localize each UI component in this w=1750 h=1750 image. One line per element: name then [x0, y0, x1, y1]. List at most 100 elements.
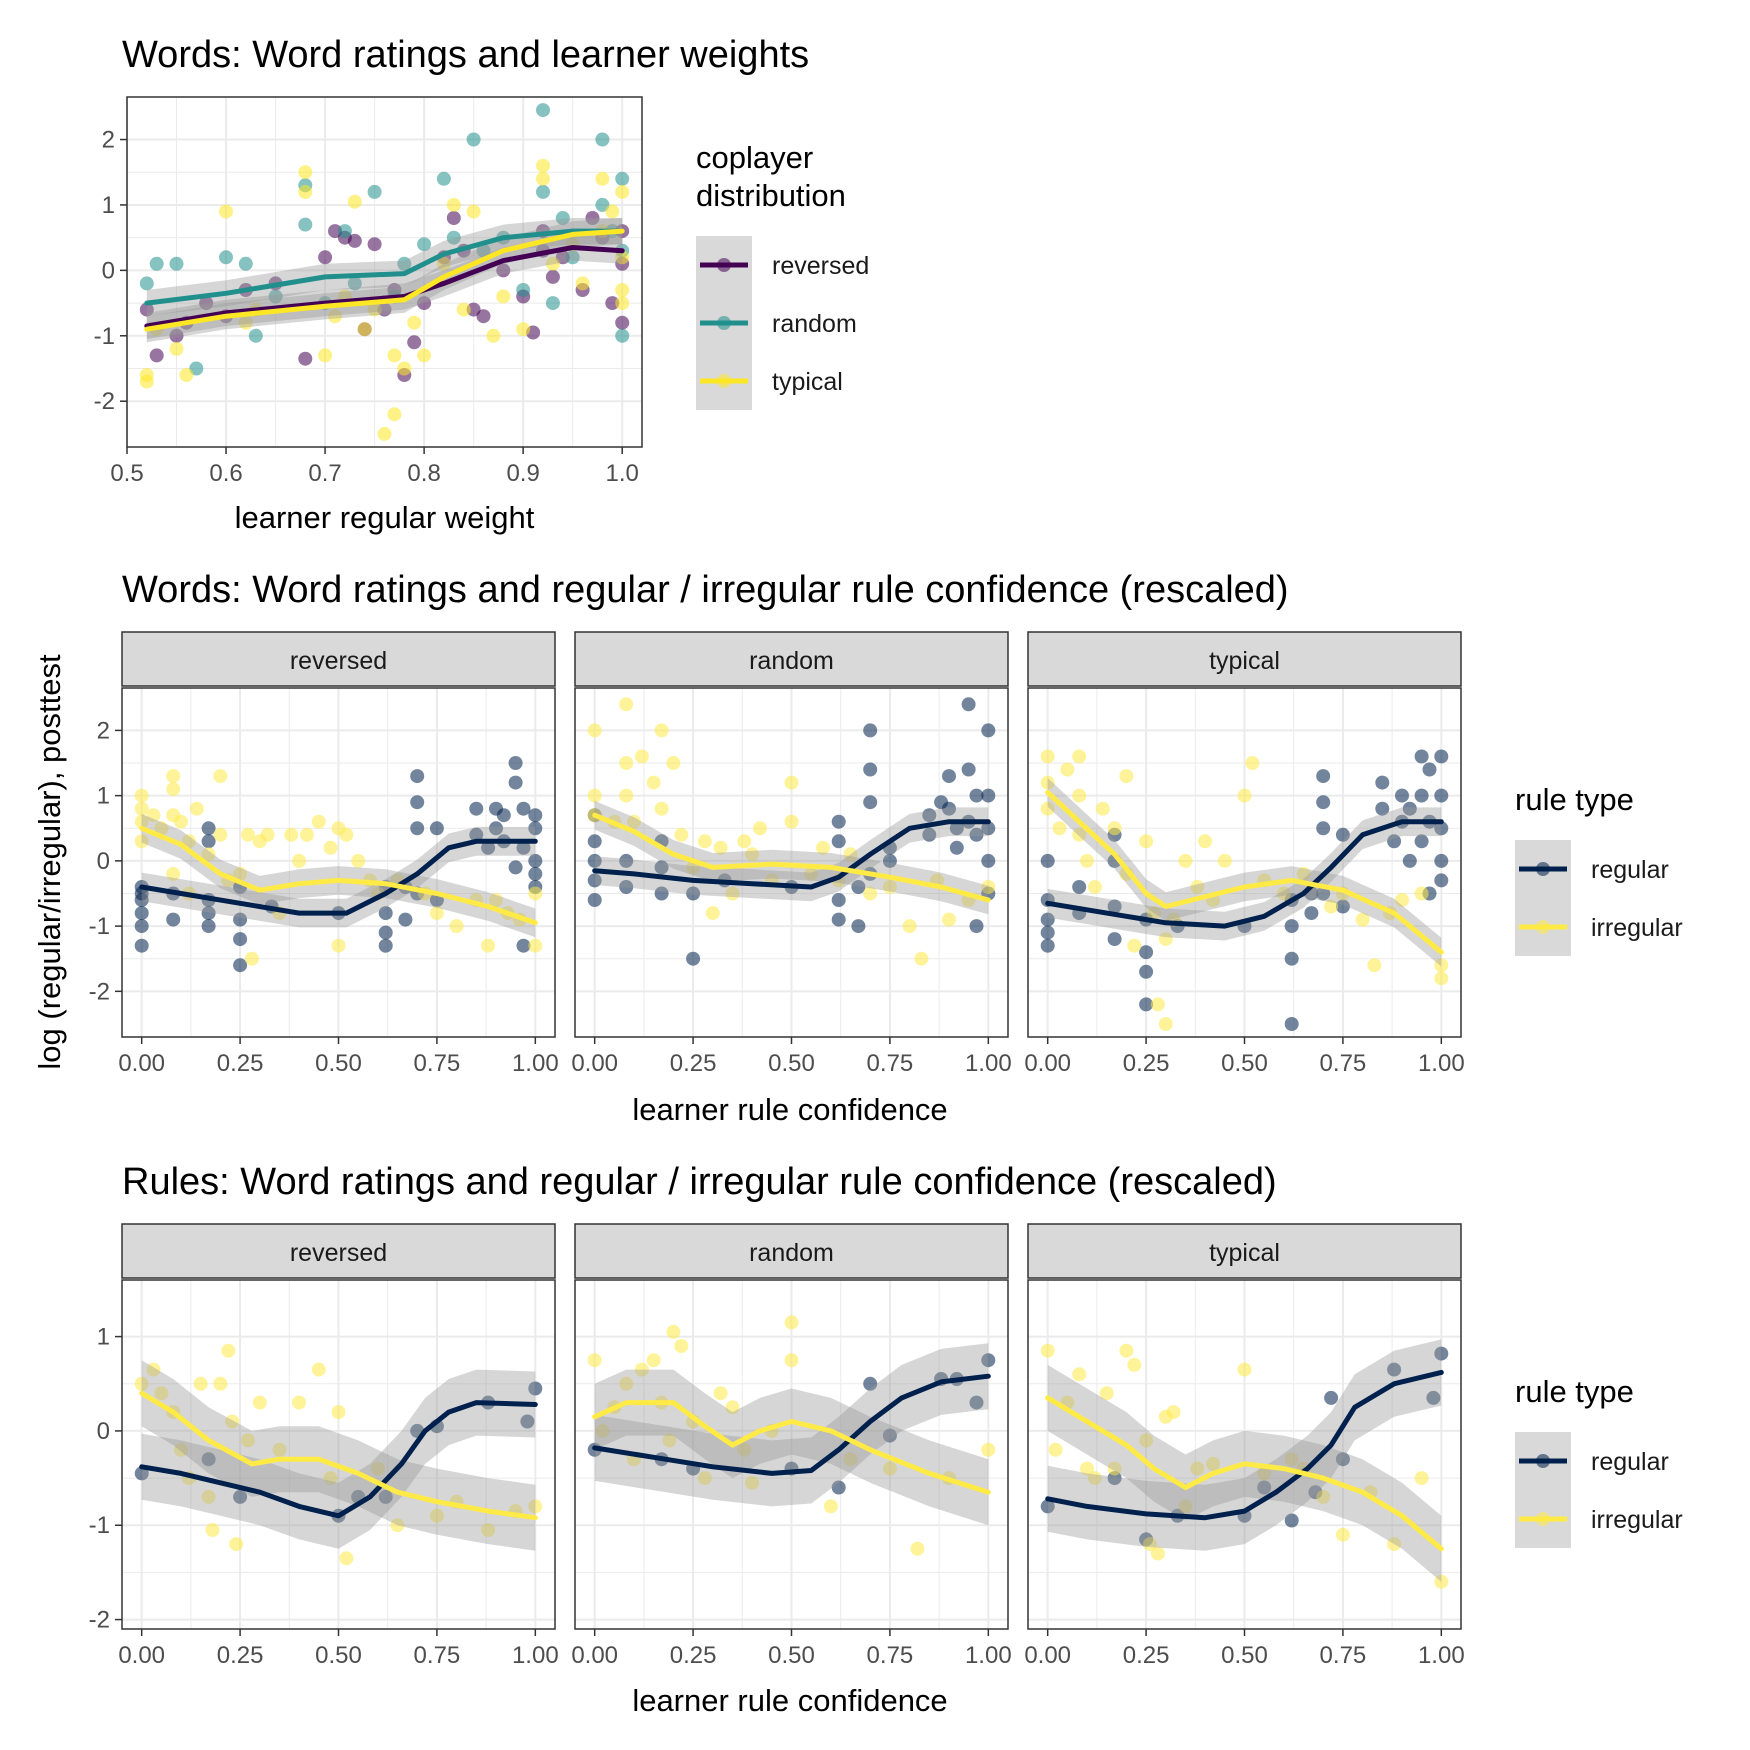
- confidence-band-regular: [1047, 807, 1442, 941]
- data-point-regular: [961, 762, 976, 777]
- x-tick-label: 0.50: [768, 1642, 815, 1669]
- data-point-irregular: [816, 840, 830, 855]
- data-point-regular: [410, 769, 425, 784]
- data-point-irregular: [213, 827, 228, 842]
- data-point-irregular: [1099, 1386, 1114, 1401]
- x-tick-label: 1.00: [1418, 1050, 1465, 1077]
- data-point-typical: [466, 204, 481, 219]
- data-point-regular: [969, 1395, 984, 1410]
- data-point-random: [615, 171, 630, 186]
- data-point-regular: [528, 808, 543, 823]
- data-point-reversed: [367, 237, 382, 252]
- data-point-irregular: [339, 827, 354, 842]
- x-tick-label: 0.75: [1320, 1642, 1367, 1669]
- data-point-irregular: [595, 1423, 610, 1438]
- facet-strip: [1027, 1223, 1462, 1279]
- data-point-irregular: [1127, 938, 1142, 953]
- x-tick-label: 0.00: [571, 1050, 618, 1077]
- data-point-reversed: [377, 302, 392, 317]
- y-tick-label: -2: [94, 388, 115, 415]
- data-point-irregular: [784, 775, 799, 790]
- data-point-regular: [587, 853, 602, 868]
- data-point-regular: [1375, 801, 1390, 816]
- data-point-regular: [686, 951, 701, 966]
- x-tick-label: 0.8: [407, 460, 440, 487]
- facet-typical: typical 0.00 0.25 0.50 0.75 1.00: [1024, 631, 1465, 1077]
- y-tick-label: 1: [97, 1324, 110, 1351]
- data-point-typical: [397, 361, 412, 376]
- facet-strip: [574, 1223, 1009, 1279]
- data-point-typical: [139, 368, 154, 382]
- x-tick-label: 0.25: [670, 1642, 717, 1669]
- data-point-irregular: [134, 1376, 149, 1391]
- data-point-typical: [496, 289, 511, 304]
- data-point-regular: [378, 906, 393, 921]
- data-point-regular: [1284, 919, 1299, 934]
- data-point-irregular: [1257, 1466, 1272, 1481]
- data-point-typical: [219, 204, 233, 219]
- panel-marks: [587, 697, 996, 966]
- data-point-typical: [179, 368, 194, 382]
- data-point-regular: [831, 1480, 846, 1495]
- data-point-irregular: [619, 1376, 634, 1391]
- data-point-irregular: [737, 1442, 752, 1457]
- facet-strip-label: random: [749, 647, 834, 675]
- legend-key-point-irregular: [1536, 920, 1550, 934]
- data-point-reversed: [407, 335, 422, 350]
- facet-reversed: reversed 0.00 0.25 0.50 0.75 1.00 -2 -1 0 1: [89, 1223, 559, 1669]
- data-point-irregular: [1072, 749, 1087, 764]
- chart-word-weights: Words: Word ratings and learner weights 0…: [94, 34, 870, 535]
- confidence-band-irregular: [1047, 1364, 1442, 1582]
- x-tick-label: 0.25: [670, 1050, 717, 1077]
- data-point-irregular: [1139, 834, 1154, 849]
- data-point-regular: [981, 821, 996, 836]
- data-point-regular: [1426, 1390, 1441, 1405]
- data-point-regular: [1304, 906, 1319, 921]
- data-point-regular: [942, 769, 956, 784]
- smooth-line-irregular: [139, 1390, 538, 1521]
- x-tick-label: 0.9: [506, 460, 539, 487]
- data-point-regular: [1139, 964, 1154, 979]
- facet-typical: typical 0.00 0.25 0.50 0.75 1.00: [1024, 1223, 1465, 1669]
- data-point-irregular: [189, 801, 204, 816]
- data-point-irregular: [804, 866, 819, 881]
- data-point-irregular: [619, 697, 634, 712]
- data-point-irregular: [174, 1442, 188, 1457]
- data-point-regular: [654, 860, 669, 875]
- x-tick-label: 1.00: [1418, 1642, 1465, 1669]
- data-point-regular: [619, 853, 634, 868]
- data-point-irregular: [134, 801, 149, 816]
- data-point-irregular: [1166, 1405, 1181, 1420]
- data-point-random: [149, 256, 164, 271]
- data-point-irregular: [587, 723, 602, 738]
- data-point-irregular: [705, 906, 720, 921]
- data-point-irregular: [666, 756, 681, 770]
- data-point-random: [476, 243, 491, 258]
- data-point-irregular: [1276, 886, 1291, 901]
- y-tick-label: 0: [97, 1418, 110, 1445]
- data-point-irregular: [910, 1541, 925, 1556]
- data-point-irregular: [1040, 749, 1055, 764]
- data-point-random: [595, 197, 610, 212]
- data-point-regular: [528, 1381, 543, 1396]
- data-point-regular: [1335, 1452, 1350, 1467]
- data-point-regular: [528, 866, 543, 881]
- data-point-regular: [508, 860, 523, 875]
- data-point-irregular: [252, 1395, 267, 1410]
- y-tick-label: -1: [89, 913, 110, 940]
- data-point-typical: [238, 315, 253, 330]
- data-point-regular: [922, 808, 937, 823]
- data-point-irregular: [634, 749, 649, 764]
- data-point-irregular: [674, 1339, 689, 1353]
- data-point-regular: [1040, 912, 1055, 927]
- data-point-random: [446, 230, 461, 245]
- data-point-reversed: [417, 296, 432, 311]
- legend-title: coplayer: [696, 140, 813, 175]
- data-point-regular: [969, 919, 984, 934]
- chart-faceted-2: Rules: Word ratings and regular / irregu…: [89, 1161, 1683, 1718]
- data-point-typical: [169, 341, 184, 356]
- data-point-irregular: [1107, 1461, 1122, 1476]
- data-point-regular: [528, 853, 543, 868]
- data-point-regular: [1395, 788, 1409, 803]
- panel-marks: [1040, 749, 1449, 1031]
